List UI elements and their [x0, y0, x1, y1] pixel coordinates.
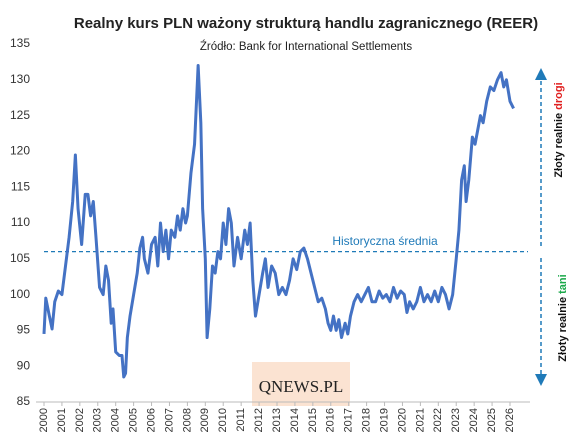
x-tick-label: 2017	[343, 408, 355, 432]
x-tick-label: 2014	[289, 408, 301, 432]
x-tick-label: 2019	[378, 408, 390, 432]
y-tick-label: 120	[10, 144, 30, 158]
x-tick-label: 2002	[74, 408, 86, 432]
x-tick-label: 2013	[271, 408, 283, 432]
x-tick-label: 2009	[199, 408, 211, 432]
x-tick-label: 2011	[235, 408, 247, 432]
expensive-highlight: drogi	[553, 82, 565, 110]
x-tick-label: 2003	[92, 408, 104, 432]
x-tick-label: 2020	[396, 408, 408, 432]
x-tick-label: 2015	[307, 408, 319, 432]
x-tick-label: 2012	[253, 408, 265, 432]
x-tick-label: 2001	[56, 408, 68, 432]
x-tick-label: 2007	[163, 408, 175, 432]
x-tick-label: 2018	[361, 408, 373, 432]
x-tick-label: 2022	[432, 408, 444, 432]
cheap-label: Złoty realnie tani	[557, 274, 569, 361]
expensive-text: Złoty realnie	[553, 113, 565, 178]
x-tick-label: 2000	[38, 408, 50, 432]
chart-title: Realny kurs PLN ważony strukturą handlu …	[74, 15, 538, 32]
watermark: QNEWS.PL	[259, 377, 344, 396]
y-tick-label: 90	[17, 358, 31, 372]
watermark-box	[252, 362, 350, 406]
x-tick-label: 2010	[217, 408, 229, 432]
y-tick-label: 85	[17, 394, 31, 408]
x-tick-label: 2023	[450, 408, 462, 432]
y-tick-label: 135	[10, 36, 30, 50]
y-tick-label: 95	[17, 323, 31, 337]
y-tick-label: 125	[10, 108, 30, 122]
x-tick-label: 2006	[145, 408, 157, 432]
y-tick-label: 130	[10, 72, 30, 86]
y-tick-label: 110	[11, 215, 30, 229]
x-tick-label: 2008	[181, 408, 193, 432]
cheap-text: Złoty realnie	[557, 297, 569, 362]
x-tick-label: 2004	[110, 408, 122, 432]
x-tick-label: 2025	[486, 408, 498, 432]
x-tick-label: 2024	[468, 408, 480, 432]
average-label: Historyczna średnia	[332, 234, 438, 248]
x-tick-label: 2005	[128, 408, 140, 432]
cheap-highlight: tani	[557, 274, 569, 294]
expensive-label: Złoty realnie drogi	[553, 82, 565, 177]
line-series	[42, 63, 515, 379]
x-tick-label: 2016	[325, 408, 337, 432]
x-tick-label: 2026	[504, 408, 516, 432]
y-tick-label: 105	[10, 251, 30, 265]
y-tick-label: 115	[11, 179, 30, 193]
x-tick-label: 2021	[414, 408, 426, 432]
y-tick-label: 100	[10, 287, 30, 301]
chart-subtitle: Źródło: Bank for International Settlemen…	[200, 40, 412, 53]
